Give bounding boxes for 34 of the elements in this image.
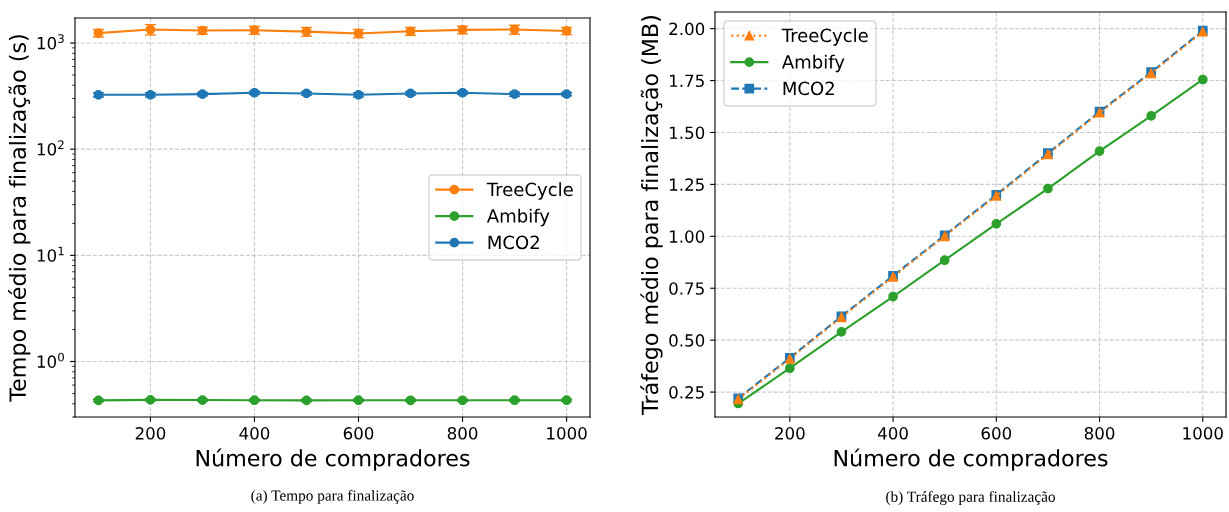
y-axis-title: Tráfego médio para finalização (MB)	[640, 16, 663, 415]
y-tick-label: 10$^{1}$	[37, 246, 64, 262]
legend-label: MCO2	[783, 81, 834, 96]
x-tick-label: 400	[239, 427, 270, 440]
y-tick-label: 1.00	[670, 230, 705, 243]
legend-label: TreeCycle	[781, 28, 868, 46]
y-tick-label: 0.25	[669, 386, 704, 399]
y-tick-label: 10$^{0}$	[37, 352, 64, 368]
y-axis-title: Tempo médio para finalização (s)	[7, 35, 31, 402]
x-tick-label: 800	[447, 427, 478, 440]
x-tick-label: 400	[877, 427, 908, 440]
x-tick-label: 200	[775, 427, 805, 440]
x-tick-label: 1000	[1183, 427, 1223, 440]
text: (b) Tráfego para finalização	[886, 490, 1055, 506]
x-tick-label: 200	[135, 427, 166, 440]
legend-label: Ambify	[486, 208, 550, 227]
x-axis-title: Número de compradores	[196, 448, 470, 471]
y-tick-label: 10$^{3}$	[37, 34, 64, 50]
x-tick-label: 600	[981, 427, 1012, 440]
y-tick-label: 2.00	[669, 22, 705, 36]
x-tick-label: 1000	[547, 427, 587, 440]
legend-label: TreeCycle	[486, 182, 573, 200]
text: (a) Tempo para finalização	[251, 489, 414, 504]
y-tick-label: 1.75	[670, 74, 704, 88]
y-tick-label: 1.50	[670, 126, 705, 140]
y-tick-label: 0.50	[669, 334, 705, 347]
x-axis-title: Número de compradores	[834, 448, 1108, 471]
legend-label: MCO2	[488, 235, 539, 250]
x-tick-label: 800	[1084, 427, 1115, 440]
legend-label: Ambify	[781, 54, 845, 73]
x-tick-label: 600	[343, 427, 374, 440]
y-tick-label: 10$^{2}$	[37, 140, 64, 156]
y-tick-label: 1.25	[670, 178, 704, 191]
y-tick-label: 0.75	[669, 282, 704, 295]
